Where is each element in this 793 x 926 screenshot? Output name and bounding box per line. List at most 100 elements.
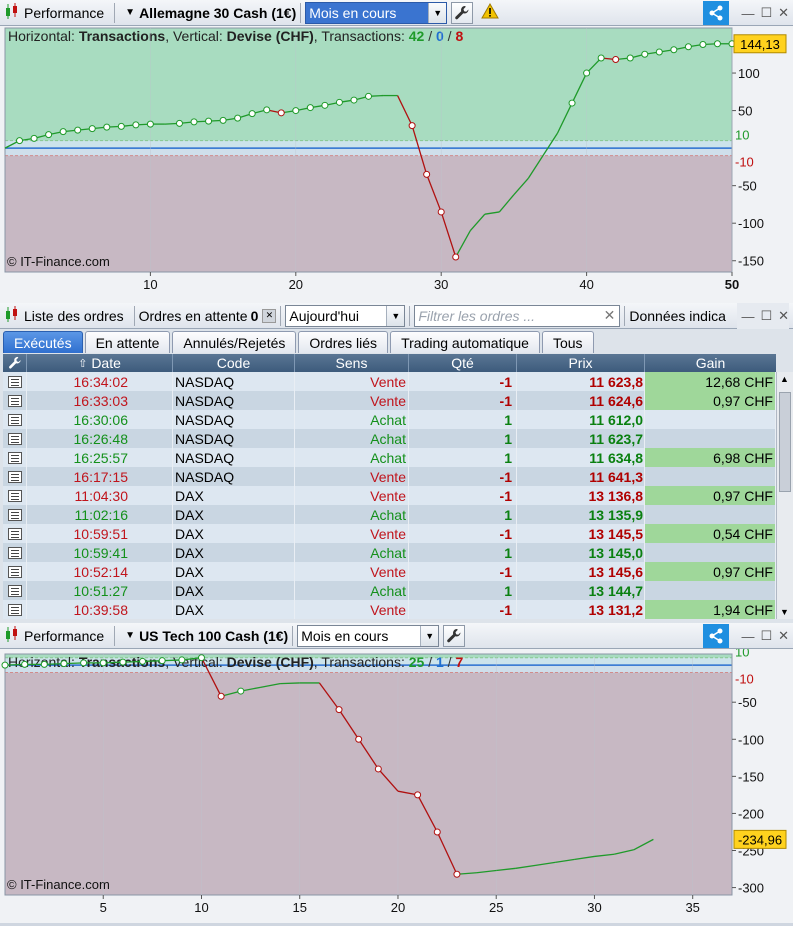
tab-executes[interactable]: Exécutés [3,331,83,353]
period-select[interactable]: Mois en cours ▼ [305,1,448,24]
warning-icon[interactable] [481,2,500,22]
order-details-cell[interactable] [3,562,27,581]
header-date[interactable]: ⇧ Date [27,354,173,372]
document-icon[interactable] [7,432,22,445]
data-point [670,46,678,54]
orders-scrollbar[interactable]: ▲ ▼ [776,372,793,619]
sort-up-icon: ⇧ [78,357,88,370]
document-icon[interactable] [7,565,22,578]
share-button[interactable] [703,1,730,25]
tab-en-attente[interactable]: En attente [84,331,171,353]
table-row[interactable]: 11:02:16 DAX Achat 1 13 135,9 [3,505,776,524]
bottom-period-select[interactable]: Mois en cours ▼ [297,624,440,647]
order-details-cell[interactable] [3,467,27,486]
table-row[interactable]: 10:59:41 DAX Achat 1 13 145,0 [3,543,776,562]
cell-date: 16:33:03 [27,391,173,410]
tab-annules-rejetes[interactable]: Annulés/Rejetés [172,331,297,353]
document-icon[interactable] [7,527,22,540]
loss-zone [5,665,732,895]
cell-gain [645,467,776,486]
header-qte[interactable]: Qté [409,354,517,372]
settings-wrench-button[interactable] [443,624,466,647]
tab-trading-automatique[interactable]: Trading automatique [390,331,540,353]
tab-ordres-lies[interactable]: Ordres liés [298,331,389,353]
minimize-icon[interactable]: — [741,5,755,21]
cell-gain [645,543,776,562]
orders-period-select[interactable]: Aujourd'hui ▼ [285,304,406,327]
table-row[interactable]: 16:33:03 NASDAQ Vente -1 11 624,6 0,97 CHF [3,391,776,410]
dropdown-caret-icon[interactable]: ▼ [125,630,136,641]
order-details-cell[interactable] [3,600,27,619]
instrument-selector[interactable]: Allemagne 30 Cash (1€) [139,4,297,21]
minimize-icon[interactable]: — [741,308,755,324]
header-code[interactable]: Code [173,354,295,372]
document-icon[interactable] [7,470,22,483]
scroll-down-icon[interactable]: ▼ [780,607,789,617]
close-icon[interactable]: ✕ [778,5,789,20]
close-icon[interactable]: ✕ [778,308,789,323]
series-segment [469,213,486,232]
document-icon[interactable] [7,489,22,502]
separator [624,305,626,326]
order-details-cell[interactable] [3,581,27,600]
document-icon[interactable] [7,394,22,407]
data-label[interactable]: Données indica [629,307,726,324]
table-row[interactable]: 16:17:15 NASDAQ Vente -1 11 641,3 [3,467,776,486]
order-details-cell[interactable] [3,429,27,448]
maximize-icon[interactable]: ☐ [760,308,773,323]
cell-sens: Vente [295,391,409,410]
header-sens[interactable]: Sens [295,354,409,372]
header-prix[interactable]: Prix [517,354,645,372]
data-point [175,119,183,127]
order-details-cell[interactable] [3,486,27,505]
table-row[interactable]: 10:59:51 DAX Vente -1 13 145,5 0,54 CHF [3,524,776,543]
maximize-icon[interactable]: ☐ [760,5,773,20]
table-row[interactable]: 10:39:58 DAX Vente -1 13 131,2 1,94 CHF [3,600,776,619]
orders-filter-input[interactable]: Filtrer les ordres ... ✕ [414,304,621,327]
order-details-cell[interactable] [3,391,27,410]
document-icon[interactable] [7,508,22,521]
chevron-down-icon[interactable]: ▼ [386,305,405,326]
order-details-cell[interactable] [3,372,27,391]
order-details-cell[interactable] [3,410,27,429]
order-details-cell[interactable] [3,543,27,562]
clear-icon[interactable]: ✕ [262,308,277,323]
maximize-icon[interactable]: ☐ [760,628,773,643]
copyright-label: © IT-Finance.com [7,877,110,892]
table-row[interactable]: 16:25:57 NASDAQ Achat 1 11 634,8 6,98 CHF [3,448,776,467]
tab-tous[interactable]: Tous [541,331,594,353]
table-row[interactable]: 11:04:30 DAX Vente -1 13 136,8 0,97 CHF [3,486,776,505]
chevron-down-icon[interactable]: ▼ [428,2,447,23]
table-row[interactable]: 16:26:48 NASDAQ Achat 1 11 623,7 [3,429,776,448]
clear-filter-icon[interactable]: ✕ [603,307,616,323]
document-icon[interactable] [7,603,22,616]
scroll-thumb[interactable] [779,392,791,492]
bottom-chart-toolbar: Performance ▼ US Tech 100 Cash (1€) Mois… [0,623,793,649]
cell-gain: 0,97 CHF [645,486,776,505]
close-icon[interactable]: ✕ [778,628,789,643]
order-details-cell[interactable] [3,505,27,524]
window-controls: — ☐ ✕ [703,0,789,26]
document-icon[interactable] [7,413,22,426]
scroll-up-icon[interactable]: ▲ [780,374,789,384]
instrument-selector[interactable]: US Tech 100 Cash (1€) [139,627,289,644]
share-button[interactable] [703,624,730,648]
table-row[interactable]: 16:30:06 NASDAQ Achat 1 11 612,0 [3,410,776,429]
document-icon[interactable] [7,375,22,388]
settings-wrench-button[interactable] [451,1,474,24]
dropdown-caret-icon[interactable]: ▼ [125,7,136,18]
order-details-cell[interactable] [3,448,27,467]
chevron-down-icon[interactable]: ▼ [420,625,439,646]
order-details-cell[interactable] [3,524,27,543]
document-icon[interactable] [7,546,22,559]
table-row[interactable]: 16:34:02 NASDAQ Vente -1 11 623,8 12,68 CHF [3,372,776,391]
minimize-icon[interactable]: — [741,628,755,644]
data-point [365,92,372,100]
table-row[interactable]: 10:51:27 DAX Achat 1 13 144,7 [3,581,776,600]
document-icon[interactable] [7,584,22,597]
cell-sens: Vente [295,524,409,543]
y-tick-label: -200 [738,806,764,821]
header-gain[interactable]: Gain [695,355,726,371]
document-icon[interactable] [7,451,22,464]
table-row[interactable]: 10:52:14 DAX Vente -1 13 145,6 0,97 CHF [3,562,776,581]
